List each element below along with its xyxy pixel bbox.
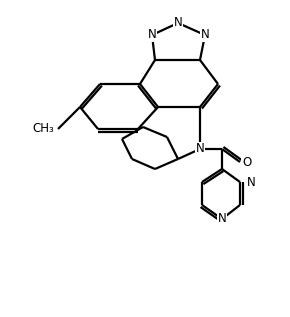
Text: N: N <box>174 16 182 29</box>
Text: N: N <box>247 176 256 189</box>
Text: N: N <box>218 212 226 225</box>
Text: N: N <box>201 29 209 42</box>
Text: CH₃: CH₃ <box>32 122 54 135</box>
Text: N: N <box>148 29 156 42</box>
Text: O: O <box>242 156 252 169</box>
Text: N: N <box>196 143 204 156</box>
